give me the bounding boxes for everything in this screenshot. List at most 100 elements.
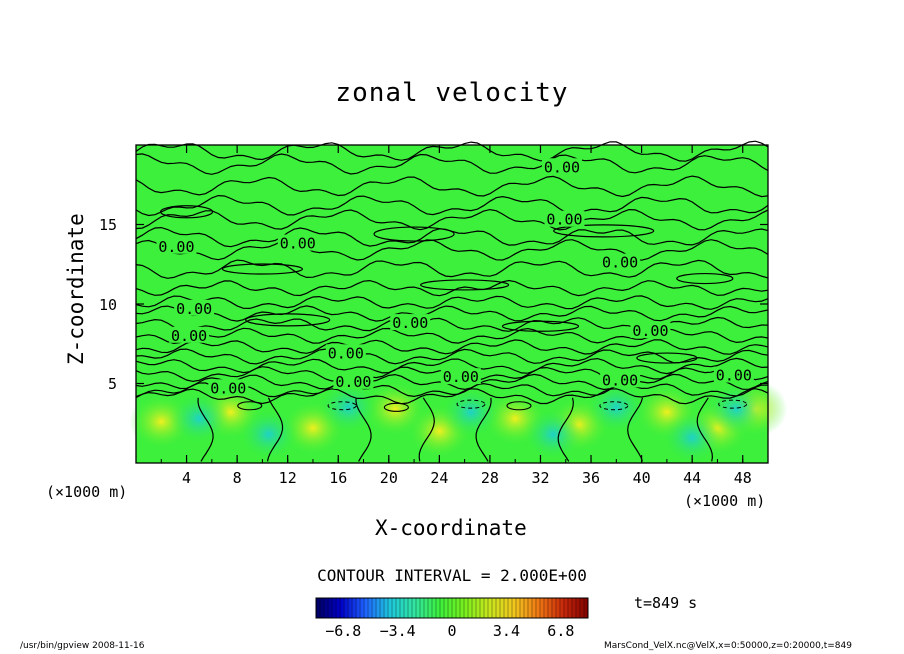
- negative-region: [662, 411, 723, 464]
- contour-cell: [501, 320, 580, 332]
- contour-line: [266, 397, 284, 462]
- contour-label-bg: [440, 368, 481, 385]
- contour-cell: [676, 272, 734, 285]
- contour-line: [557, 397, 574, 462]
- contour-cell: [553, 224, 655, 238]
- contour-cell: [373, 226, 455, 242]
- footer-source: MarsCond_VelX.nc@VelX,x=0:50000,z=0:2000…: [604, 641, 852, 651]
- contour-line: [135, 153, 769, 175]
- contour-label-bg: [156, 237, 197, 254]
- colorbar: [315, 597, 589, 619]
- contour-label: 0.00: [171, 327, 207, 345]
- x-tick-label: 48: [733, 469, 752, 487]
- contour-line: [135, 175, 769, 198]
- x-tick-label: 44: [683, 469, 702, 487]
- contour-label: 0.00: [335, 373, 371, 391]
- contour-label: 0.00: [392, 314, 428, 332]
- positive-contour: [506, 401, 532, 411]
- x-tick-label: 40: [632, 469, 651, 487]
- x-tick-label: 36: [582, 469, 601, 487]
- time-label: t=849 s: [634, 594, 698, 612]
- x-tick-label: 24: [430, 469, 449, 487]
- contour-label-bg: [277, 234, 318, 251]
- negative-region: [238, 408, 299, 461]
- x-tick-label: 32: [531, 469, 550, 487]
- contour-labels: 0.00 0.00 0.00 0.00 0.00 0.00 0.00 0.00 0.00 0.00…: [156, 158, 754, 397]
- x-unit-right: (×1000 m): [684, 492, 766, 510]
- contour-line: [627, 397, 644, 462]
- contour-line: [135, 357, 769, 375]
- negative-region: [523, 408, 584, 461]
- colorbar-tick-label: 3.4: [492, 622, 520, 640]
- negative-region: [318, 381, 379, 434]
- contour-label-bg: [544, 210, 585, 227]
- x-tick-label: 28: [480, 469, 499, 487]
- contour-cell: [420, 279, 510, 291]
- contour-label-bg: [600, 253, 641, 270]
- velocity-field: [129, 145, 788, 464]
- contour-label: 0.00: [602, 254, 638, 272]
- contour-label: 0.00: [716, 367, 752, 385]
- contour-label: 0.00: [443, 368, 479, 386]
- contour-label: 0.00: [176, 300, 212, 318]
- contour-label-bg: [169, 326, 210, 343]
- x-tick-label: 16: [329, 469, 348, 487]
- contour-line: [135, 140, 769, 162]
- x-unit-left: (×1000 m): [46, 483, 128, 501]
- contour-label: 0.00: [544, 158, 580, 176]
- x-tick-label: 20: [379, 469, 398, 487]
- contour-line: [475, 397, 492, 462]
- contour-line: [135, 295, 769, 310]
- contour-cell: [159, 205, 214, 219]
- contour-label-bg: [208, 379, 249, 396]
- contour-line: [135, 348, 769, 365]
- contour-line: [197, 397, 214, 462]
- y-tick-label: 15: [99, 216, 118, 234]
- contour-line: [135, 339, 769, 355]
- contour-label-bg: [713, 366, 754, 383]
- contour-interval-label: CONTOUR INTERVAL = 2.000E+00: [317, 566, 587, 585]
- x-tick-label: 4: [182, 469, 192, 487]
- x-tick-label: 8: [232, 469, 242, 487]
- contour-label-bg: [600, 371, 641, 388]
- contour-label-bg: [333, 372, 374, 389]
- positive-contour: [237, 401, 263, 411]
- contour-line: [355, 397, 372, 462]
- contour-label: 0.00: [328, 344, 364, 362]
- contour-label: 0.00: [632, 322, 668, 340]
- contour-label-bg: [630, 322, 671, 339]
- negative-contour: [456, 399, 486, 409]
- contour-cell: [245, 313, 331, 327]
- colorbar-tick-label: 6.8: [547, 622, 575, 640]
- contour-label: 0.00: [280, 235, 316, 253]
- contour-line: [135, 259, 769, 279]
- chart-title: zonal velocity: [335, 78, 569, 108]
- x-axis-title: X-coordinate: [375, 516, 527, 540]
- contour-line: [135, 194, 769, 217]
- contour-line: [135, 305, 769, 322]
- contour-line: [135, 239, 769, 261]
- negative-contour: [599, 401, 629, 411]
- colorbar-tick-label: 0: [447, 622, 457, 640]
- contour-label: 0.00: [158, 238, 194, 256]
- contour-label-bg: [390, 314, 431, 331]
- contour-line: [135, 388, 769, 405]
- axis-ticks: [136, 145, 768, 463]
- negative-region: [706, 382, 767, 435]
- positive-contour: [383, 402, 409, 412]
- negative-contour: [327, 401, 357, 411]
- contour-label-bg: [174, 299, 215, 316]
- y-tick-label: 5: [108, 375, 118, 393]
- footer-command: /usr/bin/gpview 2008-11-16: [20, 641, 145, 651]
- contour-cell: [636, 352, 698, 364]
- y-axis-title: Z-coordinate: [64, 213, 88, 365]
- contour-line: [135, 208, 769, 231]
- contour-label: 0.00: [210, 379, 246, 397]
- contour-cell: [221, 263, 303, 275]
- contour-label-bg: [541, 158, 582, 175]
- contour-label: 0.00: [546, 211, 582, 229]
- colorbar-tick-label: −6.8: [325, 622, 362, 640]
- contour-line: [135, 373, 769, 391]
- y-tick-label: 10: [99, 296, 118, 314]
